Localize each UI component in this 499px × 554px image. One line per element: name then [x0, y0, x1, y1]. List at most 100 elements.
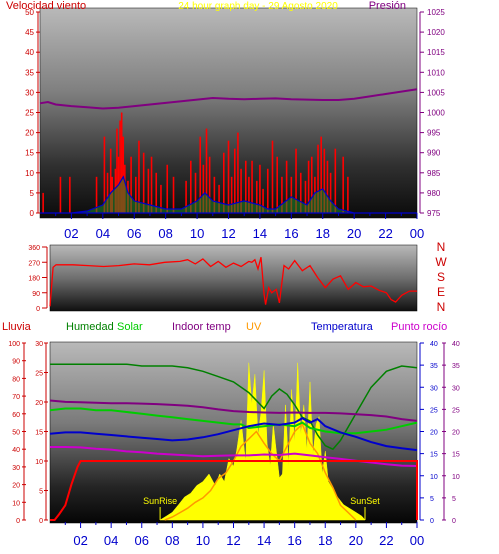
pressure-y-tick-label: 975 [427, 209, 441, 218]
indoor-y-tick-label: 15 [452, 452, 460, 459]
wind-y-tick-label: 30 [25, 88, 34, 97]
wind-y-tick-label: 25 [25, 109, 34, 118]
pressure-y-tick-label: 1005 [427, 88, 445, 97]
rain-y-tick-label: 0 [16, 518, 20, 525]
left-y-tick-label: 0 [39, 518, 43, 525]
wind-time-axis: 02 04 06 08 10 12 14 16 18 20 22 00 [55, 213, 424, 241]
compass-letter: S [437, 270, 445, 284]
time-tick-label: 14 [253, 226, 267, 241]
direction-series [49, 257, 417, 307]
solar-line [49, 407, 418, 435]
left-y-tick-label: 20 [35, 400, 43, 407]
temperature-y-tick-label: 0 [430, 518, 434, 525]
time-tick-label: 14 [257, 533, 271, 548]
wind-y-tick-label: 20 [25, 129, 34, 138]
time-tick-label: 12 [221, 226, 235, 241]
wind-y-tick-label: 15 [25, 149, 34, 158]
left-y-tick-label: 30 [35, 341, 43, 348]
rain-y-tick-label: 100 [8, 341, 20, 348]
pressure-y-tick-label: 1000 [427, 109, 445, 118]
rain-y-tick-label: 50 [12, 430, 20, 437]
left-y-tick-label: 5 [39, 489, 43, 496]
pressure-y-axis: 975 980 985 990 995 1000 1005 1010 1015 1020 1025 [419, 8, 445, 218]
time-tick-label: 20 [347, 226, 361, 241]
legend-humidity: Humedad [66, 321, 114, 333]
indoor-y-tick-label: 20 [452, 430, 460, 437]
rain-y-tick-label: 30 [12, 465, 20, 472]
legend-indoor-temp: Indoor temp [172, 321, 231, 333]
sunrise-label: SunRise [143, 496, 177, 506]
rain-y-tick-label: 80 [12, 376, 20, 383]
indoor-y-tick-label: 5 [452, 496, 456, 503]
legend-dew-point: Punto rocío [391, 321, 447, 333]
rain-y-tick-label: 60 [12, 412, 20, 419]
temperature-y-tick-label: 40 [430, 341, 438, 348]
indoor-temp-line [49, 399, 418, 422]
time-tick-label: 10 [196, 533, 210, 548]
pressure-y-tick-label: 995 [427, 129, 441, 138]
direction-y-tick-label: 360 [28, 245, 40, 252]
compass-letter: W [435, 255, 447, 269]
direction-line [49, 257, 417, 307]
chart-title: 24 hour graph day - 29 Agosto 2020 [178, 1, 338, 12]
time-tick-label: 22 [378, 226, 392, 241]
direction-y-tick-label: 180 [28, 276, 40, 283]
uv-line [164, 422, 357, 521]
wind-y-tick-label: 35 [25, 68, 34, 77]
compass-letter: N [437, 300, 446, 314]
temperature-y-tick-label: 20 [430, 430, 438, 437]
temperature-line [49, 417, 418, 452]
pressure-y-tick-label: 1015 [427, 48, 445, 57]
indoor-y-tick-label: 40 [452, 341, 460, 348]
time-tick-label: 02 [73, 533, 87, 548]
rain-y-tick-label: 90 [12, 359, 20, 366]
direction-y-tick-label: 0 [36, 306, 40, 313]
indoor-y-tick-label: 30 [452, 385, 460, 392]
time-tick-label: 00 [410, 226, 424, 241]
time-tick-label: 02 [64, 226, 78, 241]
time-tick-label: 06 [135, 533, 149, 548]
temperature-y-tick-label: 25 [430, 407, 438, 414]
temperature-series [49, 362, 418, 521]
time-tick-label: 00 [410, 533, 424, 548]
time-tick-label: 18 [318, 533, 332, 548]
indoor-y-tick-label: 10 [452, 474, 460, 481]
rain-y-tick-label: 20 [12, 483, 20, 490]
wind-y-tick-label: 45 [25, 28, 34, 37]
wind-y-tick-label: 40 [25, 48, 34, 57]
time-tick-label: 04 [104, 533, 118, 548]
time-tick-label: 16 [284, 226, 298, 241]
compass-letter: N [437, 240, 446, 254]
time-tick-label: 04 [96, 226, 110, 241]
indoor-y-tick-label: 35 [452, 363, 460, 370]
time-tick-label: 06 [127, 226, 141, 241]
direction-y-axis: 0 90 180 270 360 [28, 245, 48, 313]
pressure-y-tick-label: 990 [427, 149, 441, 158]
indoor-y-tick-label: 25 [452, 407, 460, 414]
pressure-y-tick-label: 980 [427, 189, 441, 198]
pressure-line [39, 88, 418, 110]
wind-legend-label: Velocidad viento [6, 0, 86, 12]
legend-solar: Solar [117, 321, 143, 333]
direction-y-tick-label: 270 [28, 260, 40, 267]
direction-y-tick-label: 90 [32, 291, 40, 298]
wind-y-axis: 0 5 10 15 20 25 30 35 40 45 50 [25, 8, 40, 218]
compass-letter: E [437, 285, 445, 299]
wind-y-tick-label: 10 [25, 169, 34, 178]
time-tick-label: 08 [165, 533, 179, 548]
wind-pressure-panel: Velocidad viento 24 hour graph day - 29 … [6, 0, 445, 241]
pressure-y-tick-label: 1020 [427, 28, 445, 37]
time-tick-label: 10 [190, 226, 204, 241]
humidity-line [50, 363, 418, 451]
legend-temperature: Temperatura [311, 321, 374, 333]
wind-y-tick-label: 0 [30, 209, 35, 218]
temperature-y-tick-label: 5 [430, 496, 434, 503]
temperature-time-axis: 02 04 06 08 10 12 14 16 18 20 22 00 [64, 522, 424, 548]
rain-y-tick-label: 70 [12, 394, 20, 401]
pressure-legend-label: Presión [369, 0, 406, 12]
left-y-tick-label: 15 [35, 430, 43, 437]
left-y-tick-label: 10 [35, 459, 43, 466]
temperature-y-tick-label: 30 [430, 385, 438, 392]
